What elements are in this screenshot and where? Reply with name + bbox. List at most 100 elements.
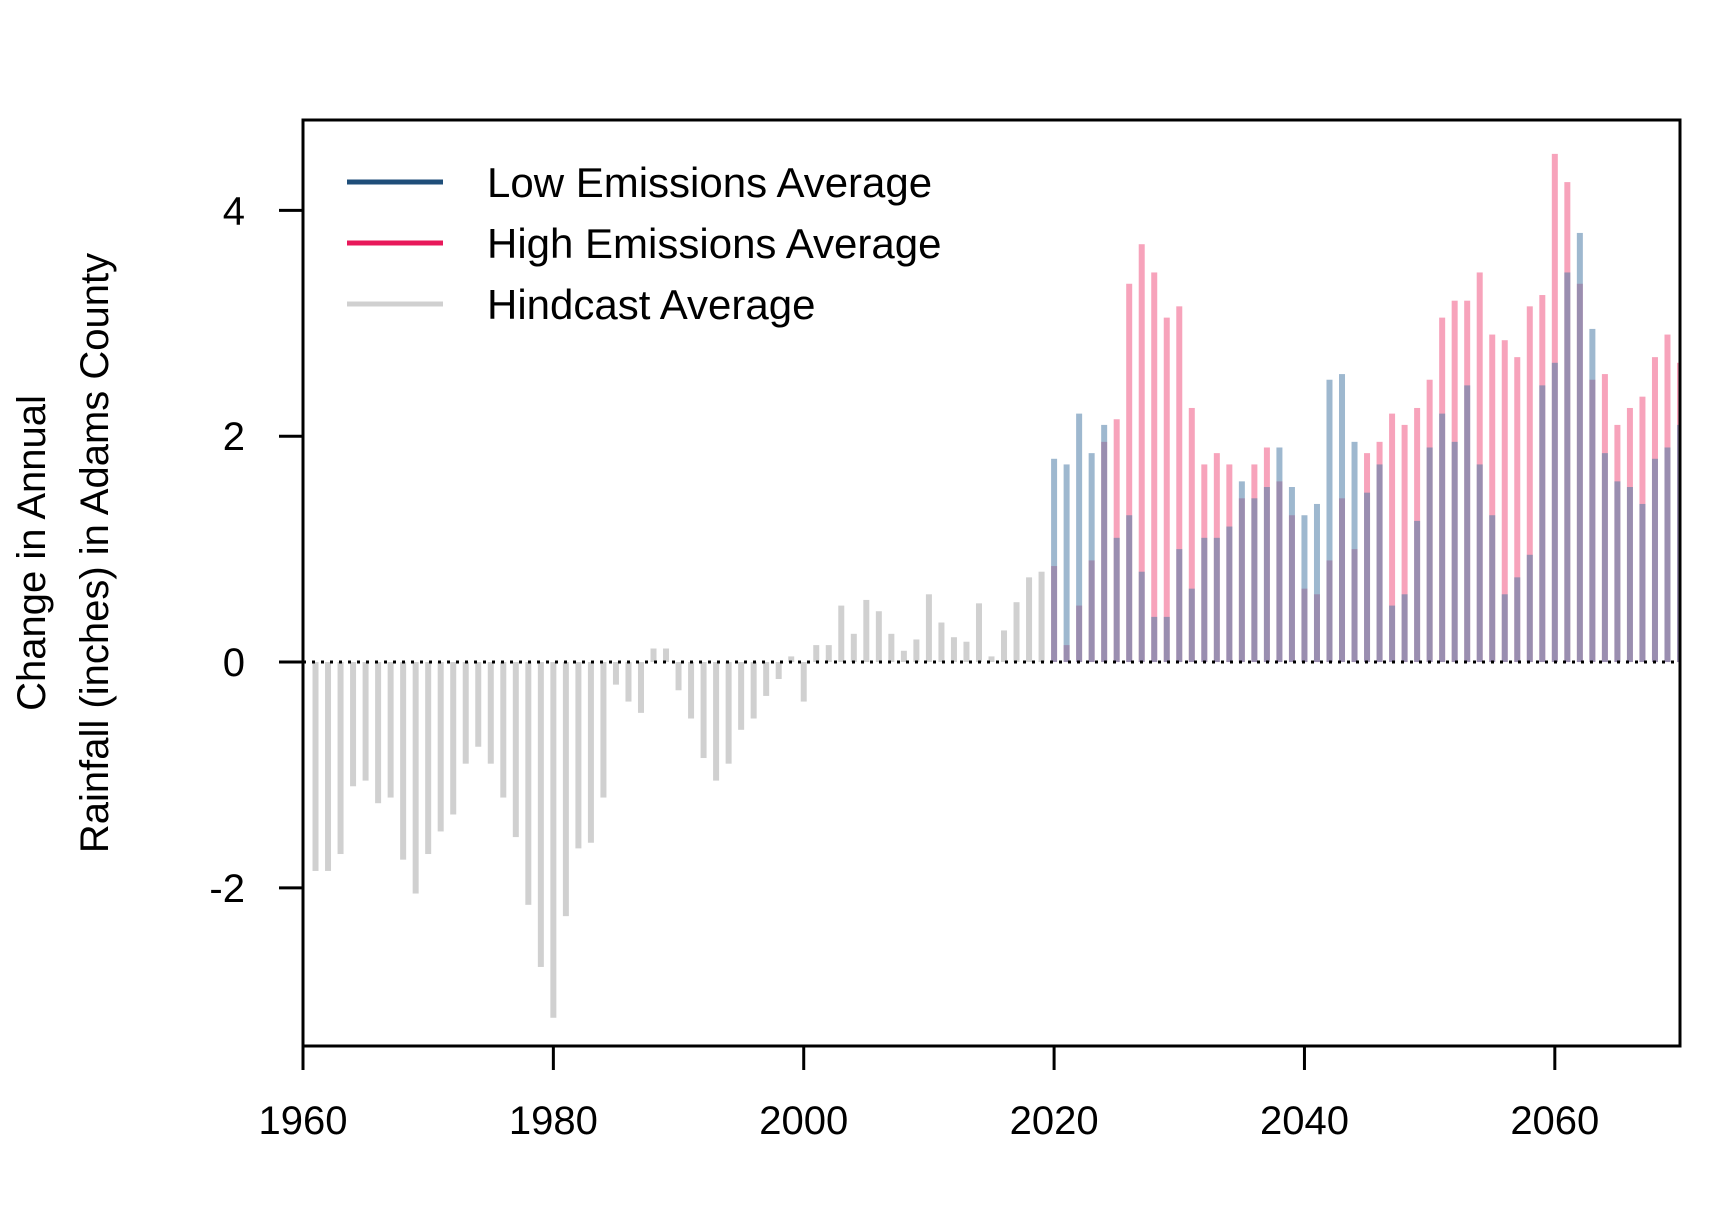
high-emissions-average-bar <box>1389 413 1396 663</box>
hindcast-average-bar <box>900 650 907 663</box>
hindcast-average-bar <box>475 662 482 747</box>
high-emissions-average-bar <box>1501 340 1508 663</box>
hindcast-average-bar <box>362 662 369 781</box>
high-emissions-average-bar <box>1163 317 1170 663</box>
bars-layer <box>312 153 1680 1018</box>
high-emissions-average-bar <box>1526 306 1533 663</box>
hindcast-average-bar <box>625 662 632 702</box>
y-tick-label: 2 <box>223 415 245 459</box>
hindcast-average-bar <box>312 662 319 871</box>
hindcast-average-bar <box>738 662 745 730</box>
low-emissions-average-bar <box>1351 441 1358 663</box>
low-emissions-average-bar <box>1364 492 1371 663</box>
high-emissions-average-bar <box>1151 272 1158 663</box>
hindcast-average-bar <box>988 656 995 663</box>
hindcast-average-bar <box>675 662 682 691</box>
hindcast-average-bar <box>425 662 432 855</box>
hindcast-average-bar <box>800 662 807 702</box>
high-emissions-average-bar <box>1489 334 1496 663</box>
hindcast-average-bar <box>325 662 332 871</box>
low-emissions-average-bar <box>1088 453 1095 663</box>
high-emissions-average-bar <box>1401 424 1408 663</box>
legend-label: High Emissions Average <box>487 220 941 267</box>
low-emissions-average-bar <box>1101 424 1108 663</box>
low-emissions-average-bar <box>1614 481 1621 663</box>
hindcast-average-bar <box>400 662 407 860</box>
hindcast-average-bar <box>350 662 357 787</box>
low-emissions-average-bar <box>1639 503 1646 663</box>
hindcast-average-bar <box>850 633 857 663</box>
low-emissions-average-bar <box>1151 616 1158 663</box>
low-emissions-average-bar <box>1664 447 1671 663</box>
low-emissions-average-bar <box>1564 272 1571 663</box>
high-emissions-average-bar <box>1176 306 1183 663</box>
high-emissions-average-bar <box>1514 357 1521 663</box>
hindcast-average-bar <box>612 662 619 685</box>
y-axis-title-line: Rainfall (inches) in Adams County <box>73 253 117 853</box>
low-emissions-average-bar <box>1401 594 1408 663</box>
hindcast-average-bar <box>763 662 770 696</box>
low-emissions-average-bar <box>1226 526 1233 663</box>
x-tick-label: 1980 <box>509 1099 598 1143</box>
hindcast-average-bar <box>825 645 832 663</box>
hindcast-average-bar <box>975 603 982 663</box>
hindcast-average-bar <box>713 662 720 781</box>
hindcast-average-bar <box>637 662 644 713</box>
low-emissions-average-bar <box>1501 594 1508 663</box>
low-emissions-average-bar <box>1539 385 1546 663</box>
low-emissions-average-bar <box>1439 413 1446 663</box>
low-emissions-average-bar <box>1389 605 1396 663</box>
low-emissions-average-bar <box>1313 503 1320 663</box>
low-emissions-average-bar <box>1651 458 1658 663</box>
hindcast-average-bar <box>462 662 469 764</box>
low-emissions-average-bar <box>1451 441 1458 663</box>
hindcast-average-bar <box>387 662 394 798</box>
low-emissions-average-bar <box>1476 464 1483 663</box>
y-tick-label: 4 <box>223 189 245 233</box>
hindcast-average-bar <box>863 599 870 663</box>
hindcast-average-bar <box>487 662 494 764</box>
hindcast-average-bar <box>725 662 732 764</box>
low-emissions-average-bar <box>1589 328 1596 663</box>
low-emissions-average-bar <box>1176 549 1183 663</box>
low-emissions-average-bar <box>1051 458 1058 663</box>
low-emissions-average-bar <box>1163 616 1170 663</box>
low-emissions-average-bar <box>1489 515 1496 663</box>
hindcast-average-bar <box>750 662 757 719</box>
hindcast-average-bar <box>688 662 695 719</box>
y-axis-title-line: Change in Annual <box>10 395 54 711</box>
low-emissions-average-bar <box>1551 362 1558 663</box>
low-emissions-average-bar <box>1464 385 1471 663</box>
low-emissions-average-bar <box>1138 571 1145 663</box>
low-emissions-average-bar <box>1626 487 1633 663</box>
low-emissions-average-bar <box>1376 464 1383 663</box>
hindcast-average-bar <box>838 605 845 663</box>
low-emissions-average-bar <box>1188 588 1195 663</box>
hindcast-average-bar <box>512 662 519 838</box>
hindcast-average-bar <box>938 622 945 663</box>
hindcast-average-bar <box>875 611 882 663</box>
y-axis: -2 0 2 4 <box>209 189 303 911</box>
x-tick-label: 1960 <box>259 1099 348 1143</box>
low-emissions-average-bar <box>1514 577 1521 663</box>
hindcast-average-bar <box>813 645 820 663</box>
x-axis: 1960 1980 2000 2020 2040 2060 <box>259 1044 1599 1143</box>
x-tick-label: 2040 <box>1260 1099 1349 1143</box>
y-axis-title: Change in Annual Rainfall (inches) in Ada… <box>10 253 117 853</box>
hindcast-average-bar <box>788 656 795 663</box>
high-emissions-average-bar <box>1138 244 1145 663</box>
hindcast-average-bar <box>500 662 507 798</box>
hindcast-average-bar <box>337 662 344 855</box>
legend: Low Emissions Average High Emissions Aver… <box>347 159 941 328</box>
hindcast-average-bar <box>700 662 707 759</box>
hindcast-average-bar <box>925 594 932 663</box>
hindcast-average-bar <box>450 662 457 815</box>
hindcast-average-bar <box>1013 602 1020 663</box>
low-emissions-average-bar <box>1288 487 1295 663</box>
low-emissions-average-bar <box>1251 498 1258 663</box>
low-emissions-average-bar <box>1426 447 1433 663</box>
hindcast-average-bar <box>888 633 895 663</box>
hindcast-average-bar <box>550 662 557 1018</box>
low-emissions-average-bar <box>1238 481 1245 663</box>
